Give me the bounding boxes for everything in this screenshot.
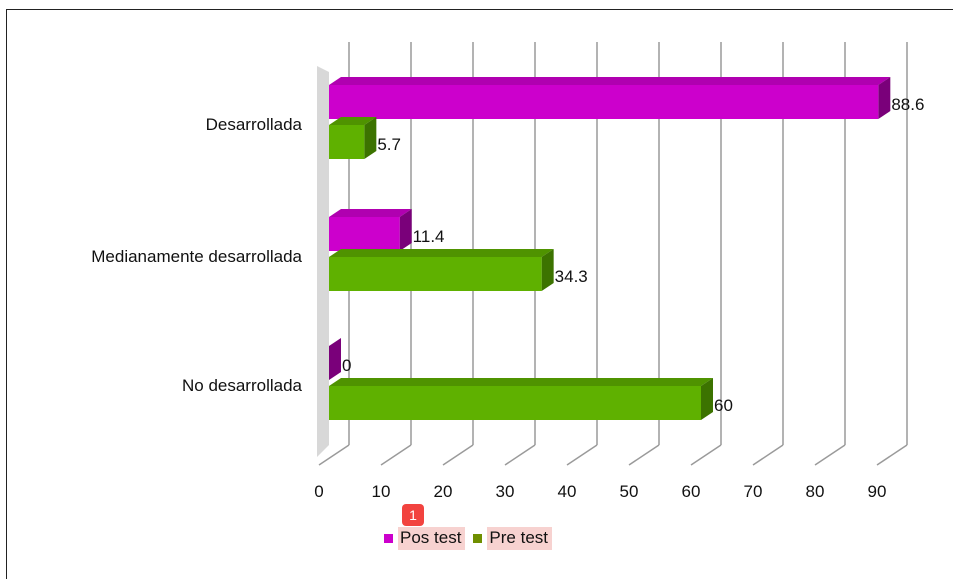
- category-label-desarrollada: Desarrollada: [206, 115, 303, 134]
- x-tick-label-10: 10: [372, 482, 391, 501]
- gridline-floor-80: [814, 444, 846, 466]
- bar-side-pre-test-medianamente-desarrollada: [541, 249, 554, 291]
- bar-top-pos-test-desarrollada: [329, 77, 891, 85]
- legend: Pos test Pre test: [384, 526, 560, 550]
- data-label-pos-test-desarrollada: 88.6: [891, 95, 924, 114]
- bar-chart: 0 10 20 30 40 50 60 70 80 90 Desarrollada 88.6 5.7 Me…: [91, 42, 924, 501]
- chart-frame: [6, 9, 953, 579]
- x-tick-label-60: 60: [682, 482, 701, 501]
- x-tick-label-30: 30: [496, 482, 515, 501]
- bar-side-pre-test-desarrollada: [364, 117, 377, 159]
- gridline-floor-70: [752, 444, 784, 466]
- gridline-floor-50: [628, 444, 660, 466]
- category-label-medianamente-desarrollada: Medianamente desarrollada: [91, 247, 302, 266]
- bar-top-pre-test-medianamente-desarrollada: [329, 249, 554, 257]
- legend-swatch-pre-test: [473, 533, 483, 543]
- legend-label-pre-test: Pre test: [487, 526, 553, 550]
- notification-badge: 1: [402, 504, 424, 526]
- x-tick-label-80: 80: [806, 482, 825, 501]
- data-label-pos-test-no-desarrollada: 0: [342, 356, 351, 375]
- gridline-floor-0: [318, 444, 350, 466]
- legend-item-pre-test: Pre test: [473, 526, 560, 550]
- legend-item-pos-test: Pos test: [384, 526, 473, 550]
- bar-side-pre-test-no-desarrollada: [701, 378, 713, 420]
- gridline-floor-20: [442, 444, 474, 466]
- x-tick-label-20: 20: [434, 482, 453, 501]
- x-tick-label-50: 50: [620, 482, 639, 501]
- left-wall: [317, 66, 329, 457]
- bar-top-pre-test-desarrollada: [329, 117, 377, 125]
- bar-side-pos-test-desarrollada: [878, 77, 891, 119]
- x-tick-label-70: 70: [744, 482, 763, 501]
- x-tick-label-90: 90: [868, 482, 887, 501]
- category-label-no-desarrollada: No desarrollada: [182, 376, 303, 395]
- bar-top-pos-test-medianamente-desarrollada: [329, 209, 412, 217]
- gridline-floor-10: [380, 444, 412, 466]
- x-tick-label-0: 0: [314, 482, 323, 501]
- bar-top-pre-test-no-desarrollada: [329, 378, 713, 386]
- legend-label-pos-test: Pos test: [398, 526, 466, 550]
- bar-pre-test-desarrollada: [329, 125, 365, 159]
- bar-side-pos-test-no-desarrollada: [329, 338, 341, 380]
- gridline-floor-90: [876, 444, 908, 466]
- gridline-floor-30: [504, 444, 536, 466]
- bar-pre-test-no-desarrollada: [329, 386, 701, 420]
- gridline-floor-40: [566, 444, 598, 466]
- data-label-pre-test-desarrollada: 5.7: [377, 135, 401, 154]
- bar-pre-test-medianamente-desarrollada: [329, 257, 542, 291]
- data-label-pre-test-no-desarrollada: 60: [714, 396, 733, 415]
- data-label-pos-test-medianamente-desarrollada: 11.4: [413, 227, 445, 246]
- legend-swatch-pos-test: [384, 533, 393, 543]
- gridline-floor-60: [690, 444, 722, 466]
- bar-pos-test-desarrollada: [329, 85, 879, 119]
- x-tick-label-40: 40: [558, 482, 577, 501]
- bar-pos-test-medianamente-desarrollada: [329, 217, 400, 251]
- bar-side-pos-test-medianamente-desarrollada: [399, 209, 412, 251]
- data-label-pre-test-medianamente-desarrollada: 34.3: [555, 267, 588, 286]
